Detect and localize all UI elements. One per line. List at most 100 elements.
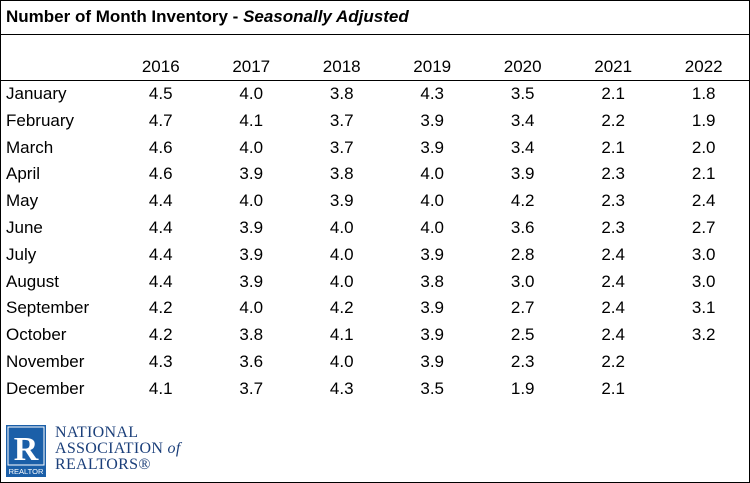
title-main: Number of Month Inventory bbox=[6, 7, 228, 26]
table-row: February 4.7 4.1 3.7 3.9 3.4 2.2 1.9 bbox=[1, 108, 749, 135]
value-cell: 3.4 bbox=[510, 110, 535, 130]
value-cell: 4.1 bbox=[239, 110, 264, 130]
value-cell bbox=[658, 349, 749, 376]
value-cell: 4.0 bbox=[420, 217, 445, 237]
value-cell: 2.3 bbox=[601, 191, 625, 211]
nar-association: ASSOCIATION bbox=[55, 440, 164, 457]
title-separator: - bbox=[227, 7, 244, 26]
table-row: June 4.4 3.9 4.0 4.0 3.6 2.3 2.7 bbox=[1, 215, 749, 242]
value-cell: 2.7 bbox=[691, 217, 716, 237]
table-title: Number of Month Inventory - Seasonally A… bbox=[6, 7, 409, 27]
value-cell bbox=[658, 376, 749, 403]
value-cell: 4.4 bbox=[148, 244, 173, 264]
value-cell: 3.0 bbox=[691, 271, 716, 291]
value-cell: 2.0 bbox=[691, 137, 716, 157]
value-cell: 2.3 bbox=[601, 164, 625, 184]
table-row: July 4.4 3.9 4.0 3.9 2.8 2.4 3.0 bbox=[1, 242, 749, 269]
table-row: December 4.1 3.7 4.3 3.5 1.9 2.1 bbox=[1, 376, 749, 403]
month-cell: November bbox=[6, 351, 85, 371]
value-cell: 3.9 bbox=[329, 191, 354, 211]
value-cell: 3.6 bbox=[239, 351, 264, 371]
value-cell: 2.1 bbox=[601, 378, 625, 398]
value-cell: 3.7 bbox=[329, 110, 354, 130]
value-cell: 3.8 bbox=[329, 164, 354, 184]
value-cell: 4.1 bbox=[329, 325, 354, 345]
value-cell: 4.0 bbox=[329, 217, 354, 237]
value-cell: 4.6 bbox=[148, 164, 173, 184]
value-cell: 3.6 bbox=[510, 217, 535, 237]
value-cell: 4.6 bbox=[148, 137, 173, 157]
table-row: November 4.3 3.6 4.0 3.9 2.3 2.2 bbox=[1, 349, 749, 376]
value-cell: 2.4 bbox=[691, 191, 716, 211]
value-cell: 3.9 bbox=[239, 271, 264, 291]
value-cell: 3.9 bbox=[420, 325, 445, 345]
value-cell: 4.0 bbox=[329, 244, 354, 264]
value-cell: 2.3 bbox=[510, 351, 535, 371]
month-cell: October bbox=[6, 325, 67, 345]
value-cell: 2.2 bbox=[601, 110, 625, 130]
value-cell: 4.0 bbox=[420, 191, 445, 211]
value-cell: 4.4 bbox=[148, 191, 173, 211]
value-cell: 3.9 bbox=[420, 351, 445, 371]
table-row: January 4.5 4.0 3.8 4.3 3.5 2.1 1.8 bbox=[1, 81, 749, 108]
year-header: 2018 bbox=[322, 57, 361, 76]
month-cell: September bbox=[6, 298, 90, 318]
month-cell: July bbox=[6, 244, 37, 264]
value-cell: 3.4 bbox=[510, 137, 535, 157]
value-cell: 4.7 bbox=[148, 110, 173, 130]
value-cell: 3.8 bbox=[329, 84, 354, 103]
nar-logo: R REALTOR NATIONAL ASSOCIATION of REALTO… bbox=[6, 425, 206, 480]
value-cell: 2.5 bbox=[510, 325, 535, 345]
svg-text:R: R bbox=[14, 431, 39, 468]
value-cell: 4.1 bbox=[148, 378, 173, 398]
month-cell: January bbox=[6, 84, 67, 103]
value-cell: 4.0 bbox=[239, 84, 264, 103]
year-header: 2022 bbox=[684, 57, 723, 76]
month-header-cell bbox=[1, 53, 116, 81]
value-cell: 4.2 bbox=[148, 298, 173, 318]
value-cell: 2.4 bbox=[601, 298, 625, 318]
value-cell: 3.9 bbox=[510, 164, 535, 184]
table-row: September 4.2 4.0 4.2 3.9 2.7 2.4 3.1 bbox=[1, 295, 749, 322]
value-cell: 3.8 bbox=[239, 325, 264, 345]
value-cell: 2.1 bbox=[691, 164, 716, 184]
table-body: January 4.5 4.0 3.8 4.3 3.5 2.1 1.8 February 4.7 4… bbox=[1, 81, 749, 403]
value-cell: 3.9 bbox=[420, 137, 445, 157]
table-row: August 4.4 3.9 4.0 3.8 3.0 2.4 3.0 bbox=[1, 269, 749, 296]
title-subtitle: Seasonally Adjusted bbox=[243, 7, 409, 26]
year-header-row: 2016 2017 2018 2019 2020 2021 2022 bbox=[1, 53, 749, 81]
value-cell: 3.5 bbox=[510, 84, 535, 103]
nar-wordmark: NATIONAL ASSOCIATION of REALTORS® bbox=[55, 425, 181, 473]
value-cell: 2.4 bbox=[601, 244, 625, 264]
value-cell: 3.0 bbox=[510, 271, 535, 291]
inventory-table: 2016 2017 2018 2019 2020 2021 2022 Janua… bbox=[1, 53, 749, 403]
nar-line-1: NATIONAL bbox=[55, 424, 139, 441]
value-cell: 4.4 bbox=[148, 271, 173, 291]
value-cell: 2.3 bbox=[601, 217, 625, 237]
value-cell: 2.1 bbox=[601, 137, 625, 157]
nar-line-2: ASSOCIATION of bbox=[55, 441, 181, 457]
table-row: October 4.2 3.8 4.1 3.9 2.5 2.4 3.2 bbox=[1, 322, 749, 349]
value-cell: 4.2 bbox=[329, 298, 354, 318]
year-header: 2021 bbox=[594, 57, 633, 76]
realtor-badge-text: REALTOR bbox=[9, 467, 44, 476]
value-cell: 3.8 bbox=[420, 271, 445, 291]
value-cell: 2.2 bbox=[601, 351, 625, 371]
month-cell: June bbox=[6, 217, 43, 237]
month-cell: August bbox=[6, 271, 59, 291]
nar-of: of bbox=[167, 440, 181, 457]
value-cell: 2.4 bbox=[601, 325, 625, 345]
title-bar: Number of Month Inventory - Seasonally A… bbox=[1, 1, 749, 35]
value-cell: 3.2 bbox=[691, 325, 716, 345]
value-cell: 3.9 bbox=[239, 244, 264, 264]
value-cell: 3.7 bbox=[329, 137, 354, 157]
value-cell: 3.9 bbox=[420, 110, 445, 130]
value-cell: 2.4 bbox=[601, 271, 625, 291]
value-cell: 2.1 bbox=[601, 84, 625, 103]
value-cell: 4.0 bbox=[420, 164, 445, 184]
value-cell: 4.0 bbox=[329, 271, 354, 291]
value-cell: 2.7 bbox=[510, 298, 535, 318]
value-cell: 3.9 bbox=[239, 217, 264, 237]
value-cell: 4.3 bbox=[329, 378, 354, 398]
